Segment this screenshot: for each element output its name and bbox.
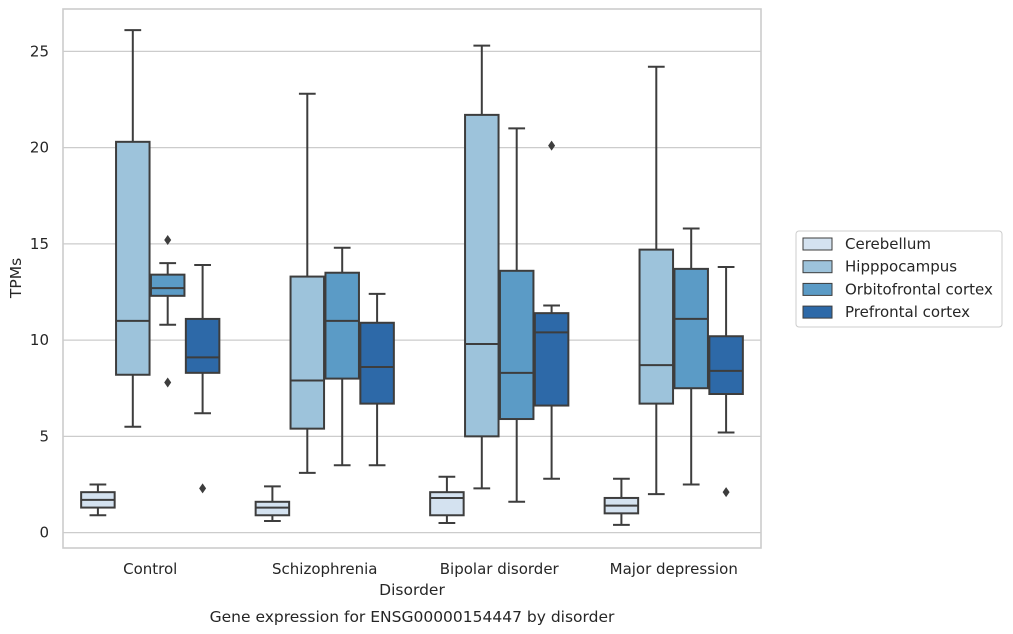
box-3-3 [708,265,744,498]
x-tick-labels: Control Schizophrenia Bipolar disorder Majo… [123,560,738,578]
outlier-point [548,140,556,151]
y-tick-label: 5 [39,427,49,445]
box-1-0 [254,485,291,523]
box-series-layer [80,29,744,526]
legend: Cerebellum Hipppocampus Orbitofrontal cort… [795,230,1003,328]
box-body [533,312,570,407]
box-0-0 [80,483,116,517]
box-1-2 [324,246,360,467]
box-body [498,269,535,421]
x-tick-label: Schizophrenia [272,560,377,578]
box-2-1 [464,44,500,490]
x-tick-label: Bipolar disorder [440,560,560,578]
box-body [149,273,186,297]
box-body [289,275,326,430]
y-tick-label: 20 [30,139,49,157]
box-body [359,321,395,405]
plot-frame [62,8,762,549]
legend-label: Prefrontal cortex [845,303,970,321]
legend-swatch [802,305,833,319]
box-body [708,335,744,395]
y-tick-label: 10 [30,331,49,349]
legend-swatch [802,260,833,274]
box-body [429,491,465,517]
outlier-point [164,377,172,388]
box-0-2 [149,235,186,388]
box-0-3 [184,264,221,494]
box-3-1 [638,65,675,496]
box-2-0 [429,475,465,524]
box-3-2 [673,227,709,486]
gridlines [63,50,761,534]
chart-title: Gene expression for ENSG00000154447 by d… [210,608,615,626]
box-1-3 [359,292,395,467]
x-tick-label: Control [123,560,177,578]
box-body [115,140,151,376]
box-body [324,271,360,380]
legend-label: Hipppocampus [845,258,957,276]
box-0-1 [115,29,151,428]
box-1-1 [289,92,326,474]
legend-label: Orbitofrontal cortex [845,280,993,298]
y-tick-label: 15 [30,235,49,253]
x-tick-label: Major depression [610,560,738,578]
box-body [464,113,500,438]
outlier-point [722,487,730,498]
y-tick-label: 25 [30,42,49,60]
y-axis-label: TPMs [7,258,25,299]
box-body [638,248,675,405]
legend-swatch [802,282,833,296]
box-3-0 [603,477,640,526]
box-body [673,267,709,390]
x-axis-label: Disorder [379,581,445,599]
outlier-point [199,483,207,494]
y-tick-labels: 0 5 10 15 20 25 [30,42,49,541]
box-2-3 [533,140,570,480]
box-body [184,317,221,374]
outlier-point [164,235,172,245]
y-tick-label: 0 [39,524,49,542]
box-2-2 [498,127,535,503]
legend-label: Cerebellum [845,235,931,253]
legend-frame [795,230,1003,328]
legend-swatch [802,237,833,251]
